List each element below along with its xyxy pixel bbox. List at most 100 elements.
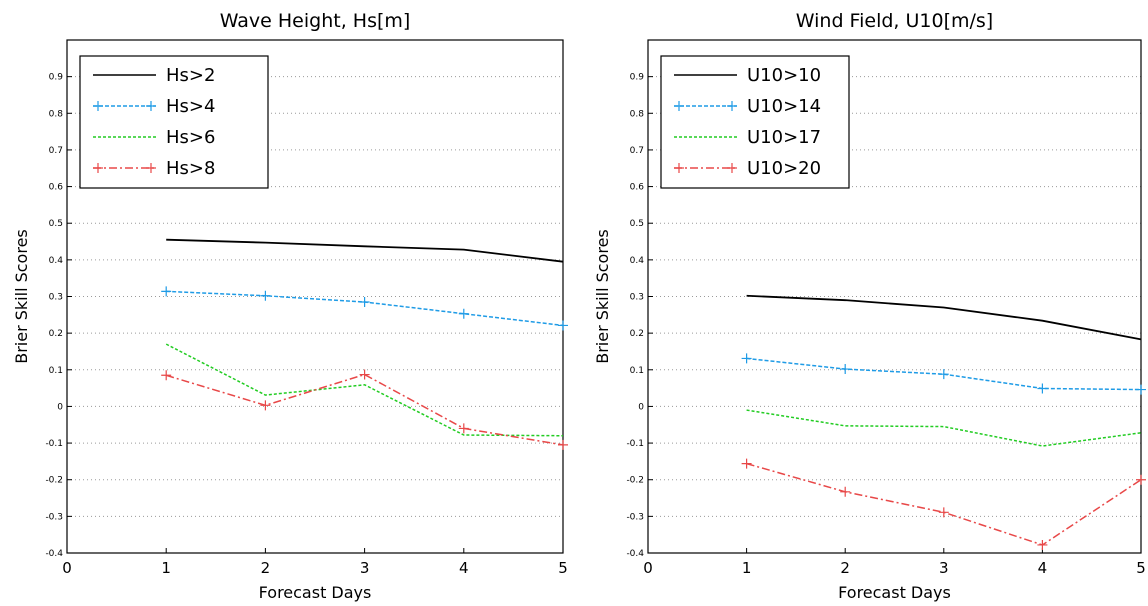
panel1-data-point — [359, 369, 370, 380]
panel2-x-tick-label: 0 — [643, 559, 653, 577]
panel1-x-tick-label: 2 — [261, 559, 271, 577]
panel2-legend-label-2: U10>14 — [747, 96, 821, 117]
panel1-y-tick-label: 0.5 — [49, 219, 63, 229]
panel2-legend-marker — [727, 101, 737, 111]
panel1-x-tick-label: 0 — [62, 559, 72, 577]
panel1-series-line-1 — [166, 238, 564, 263]
panel1-data-point — [260, 290, 271, 301]
panel2-series-line-3 — [746, 409, 1142, 447]
panel2-data-point — [1136, 474, 1146, 485]
panel1-series-line-4 — [165, 373, 564, 446]
panel2-data-point — [1037, 539, 1048, 550]
panel1-y-tick-label: 0 — [57, 402, 63, 412]
panel2-x-tick-label: 4 — [1038, 559, 1048, 577]
panel1-y-tick-label: -0.4 — [45, 549, 63, 559]
panel1-legend-marker — [93, 163, 103, 173]
panel1-legend-marker — [146, 101, 156, 111]
panel2-y-tick-label: 0.5 — [630, 219, 644, 229]
panel2-y-tick-label: 0.3 — [630, 293, 644, 303]
panel1-y-tick-label: -0.2 — [45, 476, 63, 486]
panel2-x-tick-label: 5 — [1136, 559, 1146, 577]
panel1-y-tick-label: 0.2 — [49, 329, 63, 339]
panel2-legend-label-3: U10>17 — [747, 127, 821, 148]
panel1-y-tick-label: -0.3 — [45, 512, 63, 522]
panel1-legend-marker — [93, 101, 103, 111]
panel1-legend-marker-2 — [93, 101, 156, 111]
panel2-data-point — [840, 486, 851, 497]
panel1-y-tick-label: 0.1 — [49, 366, 63, 376]
panel2-y-tick-label: -0.1 — [626, 439, 644, 449]
panel2-y-tick-label: 0.8 — [630, 109, 645, 119]
panel1-data-point — [260, 400, 271, 411]
panel1-legend-label-1: Hs>2 — [166, 65, 215, 86]
panel1-x-tick-label: 1 — [161, 559, 171, 577]
panel1-series-markers-2 — [161, 286, 568, 331]
panel2-y-tick-label: 0.1 — [630, 366, 644, 376]
panel2-legend-marker — [727, 163, 737, 173]
panel1-y-tick-label: 0.8 — [49, 109, 64, 119]
panel2-series-line-4 — [746, 462, 1142, 546]
panel2-y-tick-label: 0.9 — [630, 73, 645, 83]
panel1-y-tick-label: 0.3 — [49, 293, 63, 303]
panel2-y-tick-label: 0.7 — [630, 146, 644, 156]
panel1-y-tick-label: -0.1 — [45, 439, 63, 449]
panel2-data-point — [1136, 384, 1146, 395]
panel2-legend-marker — [674, 101, 684, 111]
panel2-data-point — [938, 369, 949, 380]
panel2-x-axis-label: Forecast Days — [838, 583, 951, 602]
panel1-y-tick-label: 0.6 — [49, 183, 64, 193]
panel1-legend-box — [79, 55, 269, 189]
panel1-series-line-3 — [165, 343, 564, 437]
panel1-plot-frame — [66, 39, 564, 554]
panel1-data-point — [458, 308, 469, 319]
panel2-x-tick-label: 3 — [939, 559, 949, 577]
panel2-x-tick-label: 1 — [742, 559, 752, 577]
panel1-data-point — [161, 286, 172, 297]
panel1-chart-title: Wave Height, Hs[m] — [220, 10, 411, 32]
panel1-legend-marker-4 — [93, 163, 156, 173]
panel2-x-tick-label: 2 — [840, 559, 850, 577]
panel2-y-tick-label: 0 — [638, 402, 644, 412]
panel2-legend-label-4: U10>20 — [747, 158, 821, 179]
panel2-legend-marker — [674, 163, 684, 173]
panel2-data-point — [938, 507, 949, 518]
panel1-legend-label-3: Hs>6 — [166, 127, 215, 148]
panel1-y-tick-label: 0.7 — [49, 146, 63, 156]
panel1-data-point — [161, 370, 172, 381]
panel2-legend-box — [660, 55, 850, 189]
panel2-series-line-1 — [746, 294, 1142, 341]
panel1-data-point — [458, 423, 469, 434]
panel2-y-tick-label: -0.4 — [626, 549, 644, 559]
panel2-data-point — [840, 364, 851, 375]
panel1-x-tick-label: 5 — [558, 559, 568, 577]
panel1-x-tick-label: 3 — [360, 559, 370, 577]
panel1-y-tick-label: 0.4 — [49, 256, 64, 266]
panel1-data-point — [359, 296, 370, 307]
panel2-plot-frame — [647, 39, 1142, 554]
panel2-y-tick-label: -0.2 — [626, 476, 644, 486]
panel1-y-tick-label: 0.9 — [49, 73, 64, 83]
panel1-y-axis-label: Brier Skill Scores — [12, 229, 31, 364]
panel1-series-markers-4 — [161, 369, 568, 450]
panel2-legend-marker-4 — [674, 163, 737, 173]
panel1-x-axis-label: Forecast Days — [259, 583, 372, 602]
panel2-series-line-2 — [746, 357, 1142, 391]
panel2-y-tick-label: -0.3 — [626, 512, 644, 522]
panel1-legend-label-2: Hs>4 — [166, 96, 215, 117]
panel2-data-point — [741, 458, 752, 469]
panel2-y-tick-label: 0.2 — [630, 329, 644, 339]
panel1-legend-marker — [146, 163, 156, 173]
panel2-y-tick-label: 0.4 — [630, 256, 645, 266]
panel2-series-markers-2 — [741, 353, 1146, 395]
panel1-data-point — [558, 320, 568, 331]
panel2-data-point — [1037, 383, 1048, 394]
panel2-chart-title: Wind Field, U10[m/s] — [796, 10, 993, 32]
panel2-legend-label-1: U10>10 — [747, 65, 821, 86]
panel2-series-markers-4 — [741, 458, 1146, 550]
panel2-legend-marker-2 — [674, 101, 737, 111]
panel1-legend-label-4: Hs>8 — [166, 158, 215, 179]
panel2-y-axis-label: Brier Skill Scores — [593, 229, 612, 364]
panel2-y-tick-label: 0.6 — [630, 183, 645, 193]
panel2-data-point — [741, 353, 752, 364]
